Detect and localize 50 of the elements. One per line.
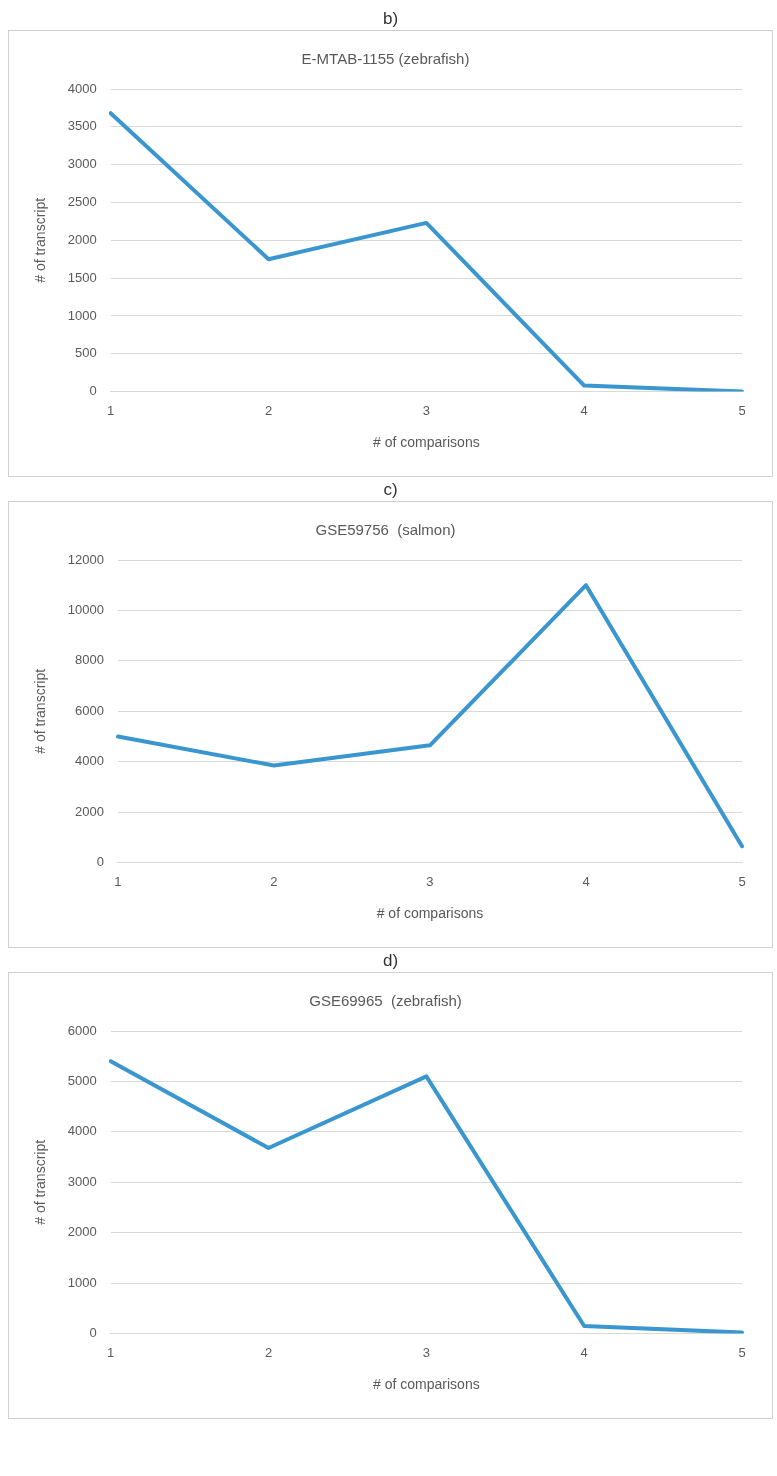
- y-tick-label: 2500: [67, 194, 97, 210]
- y-tick-label: 6000: [75, 702, 104, 718]
- y-tick-label: 0: [96, 854, 104, 870]
- y-axis-title: # of transcript: [32, 1139, 49, 1225]
- chart-title: GSE59756 (salmon): [315, 521, 456, 539]
- text: c): [382, 479, 399, 501]
- y-tick-label: 2000: [75, 803, 104, 819]
- y-tick-label: 1500: [67, 269, 97, 285]
- x-tick-label: 5: [738, 402, 746, 418]
- y-tick-label: 1000: [67, 307, 97, 323]
- y-tick-label: 8000: [75, 652, 104, 668]
- y-tick-label: 0: [89, 383, 97, 399]
- y-tick-label: 12000: [67, 551, 104, 567]
- x-axis-title: # of comparisons: [373, 434, 480, 451]
- y-tick-label: 3000: [67, 156, 97, 172]
- x-tick-label: 5: [738, 1344, 746, 1360]
- x-tick-label: 1: [114, 873, 122, 889]
- y-axis-title: # of transcript: [32, 197, 49, 283]
- y-tick-label: 4000: [67, 1123, 97, 1139]
- text: b): [381, 8, 400, 30]
- x-tick-label: 2: [270, 873, 278, 889]
- x-tick-label: 3: [426, 873, 434, 889]
- y-tick-label: 2000: [67, 1224, 97, 1240]
- x-tick-label: 5: [738, 873, 746, 889]
- x-tick-label: 4: [580, 1344, 588, 1360]
- y-tick-label: 0: [89, 1325, 97, 1341]
- x-tick-label: 2: [264, 402, 273, 418]
- y-tick-label: 500: [75, 345, 97, 361]
- x-tick-label: 4: [580, 402, 588, 418]
- x-axis-title: # of comparisons: [376, 905, 484, 922]
- x-tick-label: 1: [107, 1344, 115, 1360]
- x-tick-label: 3: [422, 1344, 430, 1360]
- y-tick-label: 5000: [67, 1073, 97, 1089]
- y-tick-label: 3500: [67, 118, 97, 134]
- y-tick-label: 2000: [67, 231, 97, 247]
- x-axis-title: # of comparisons: [373, 1376, 480, 1393]
- y-tick-label: 6000: [67, 1022, 97, 1038]
- y-tick-label: 10000: [67, 602, 104, 618]
- y-tick-label: 4000: [67, 80, 97, 96]
- text: d): [381, 950, 400, 972]
- y-tick-label: 4000: [75, 753, 104, 769]
- y-tick-label: 1000: [67, 1274, 97, 1290]
- y-tick-label: 3000: [67, 1173, 97, 1189]
- chart-title: E-MTAB-1155 (zebrafish): [301, 50, 470, 68]
- chart-title: GSE69965 (zebrafish): [309, 992, 462, 1010]
- x-tick-label: 2: [264, 1344, 273, 1360]
- x-tick-label: 3: [422, 402, 430, 418]
- x-tick-label: 1: [107, 402, 115, 418]
- y-axis-title: # of transcript: [32, 668, 49, 754]
- x-tick-label: 4: [582, 873, 590, 889]
